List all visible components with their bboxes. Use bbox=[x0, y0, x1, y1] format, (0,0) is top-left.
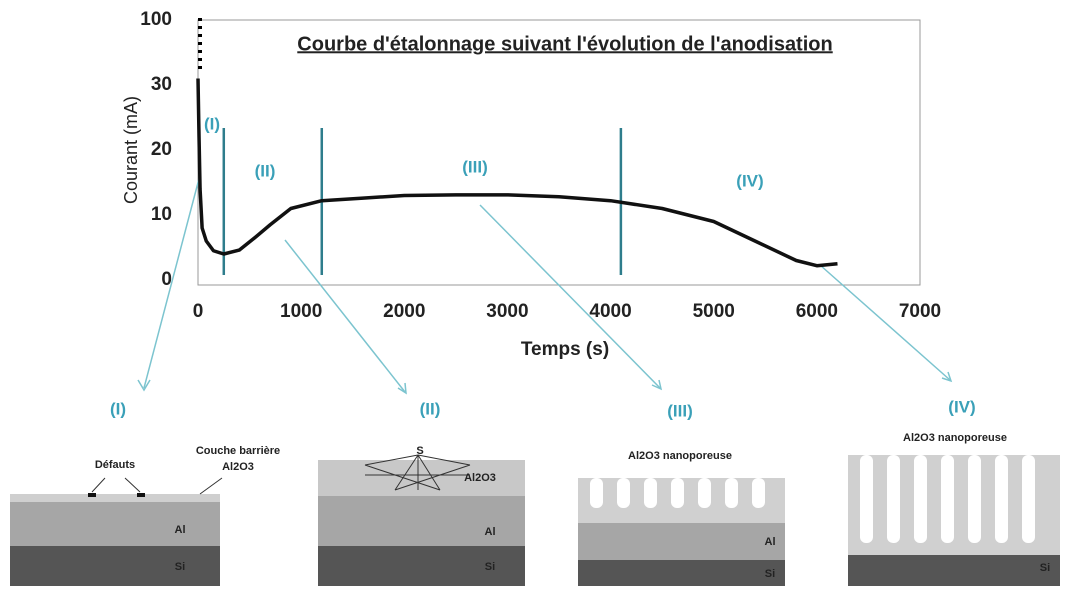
panel-label: (III) bbox=[667, 401, 693, 420]
panel-text: Si bbox=[1040, 562, 1050, 574]
panel-text: Si bbox=[765, 568, 775, 580]
x-tick-label: 5000 bbox=[693, 301, 735, 322]
panel-1 bbox=[10, 478, 222, 586]
panel-text: Al2O3 nanoporeuse bbox=[628, 450, 732, 462]
x-tick-label: 0 bbox=[193, 301, 204, 322]
panel-label: (II) bbox=[420, 399, 441, 418]
panel-label: (I) bbox=[110, 399, 126, 418]
panel-text: Al2O3 nanoporeuse bbox=[903, 432, 1007, 444]
panel-4 bbox=[848, 455, 1060, 586]
y-tick-label: 30 bbox=[151, 74, 172, 95]
phase-label: (IV) bbox=[736, 171, 763, 190]
x-tick-label: 1000 bbox=[280, 301, 322, 322]
y-tick-label: 10 bbox=[151, 204, 172, 225]
panel-text: Al2O3 bbox=[464, 472, 496, 484]
x-tick-label: 2000 bbox=[383, 301, 425, 322]
figure: Courbe d'étalonnage suivant l'évolution … bbox=[0, 0, 1065, 586]
y-tick-label: 0 bbox=[161, 269, 172, 290]
panel-text: Si bbox=[175, 561, 185, 573]
panel-text: Al2O3 bbox=[222, 461, 254, 473]
x-axis-label: Temps (s) bbox=[521, 339, 609, 360]
panel-text: Couche barrière bbox=[196, 445, 280, 457]
panel-text: Défauts bbox=[95, 459, 135, 471]
phase-label: (II) bbox=[255, 161, 276, 180]
panel-text: Al bbox=[765, 536, 776, 548]
chart-title: Courbe d'étalonnage suivant l'évolution … bbox=[297, 33, 832, 55]
panel-label: (IV) bbox=[948, 397, 975, 416]
panel-text: Si bbox=[485, 561, 495, 573]
panel-text: Al bbox=[175, 524, 186, 536]
phase-label: (I) bbox=[204, 114, 220, 133]
phase-label: (III) bbox=[462, 157, 488, 176]
plot-frame bbox=[198, 20, 920, 285]
y-tick-label: 20 bbox=[151, 139, 172, 160]
x-tick-label: 7000 bbox=[899, 301, 941, 322]
x-tick-label: 4000 bbox=[589, 301, 631, 322]
panel-text: Al bbox=[485, 526, 496, 538]
panel-text: S bbox=[416, 445, 423, 457]
y-axis-label: Courant (mA) bbox=[121, 96, 141, 204]
x-tick-label: 6000 bbox=[796, 301, 838, 322]
panel-3 bbox=[578, 478, 785, 586]
x-tick-label: 3000 bbox=[486, 301, 528, 322]
y-break-tick-label: 100 bbox=[140, 9, 172, 30]
arrows bbox=[138, 175, 951, 393]
